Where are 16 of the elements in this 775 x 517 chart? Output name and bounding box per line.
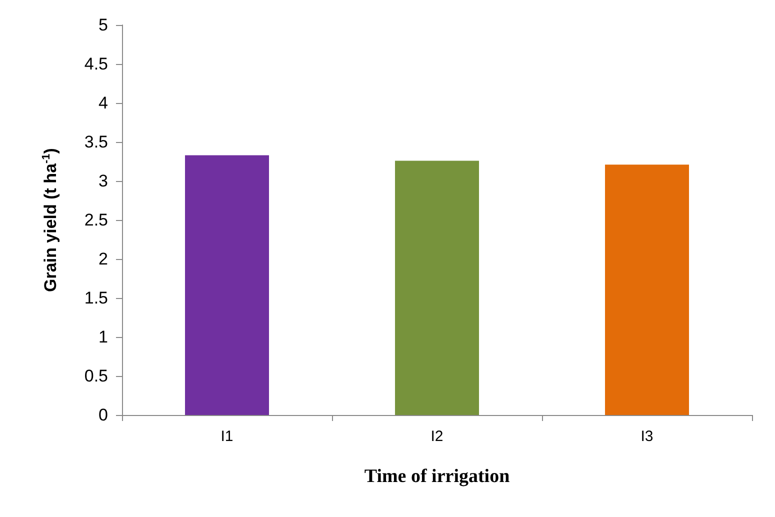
y-tick-label: 2.5 (84, 210, 108, 230)
y-axis-title: Grain yield (t ha-1) (40, 148, 60, 292)
y-tick-label: 0 (98, 406, 108, 424)
x-axis-title: Time of irrigation (364, 466, 510, 487)
y-tick-label: 5 (98, 16, 108, 34)
x-tick-label: I2 (430, 428, 444, 445)
y-tick-label: 1 (98, 328, 108, 346)
y-tick-label: 1.5 (84, 288, 108, 308)
y-tick-label: 0.5 (84, 366, 108, 386)
y-tick-label: 4.5 (84, 54, 108, 74)
y-tick-label: 4 (98, 94, 108, 112)
y-tick-label: 3.5 (84, 132, 108, 152)
x-tick-label: I1 (220, 428, 234, 445)
x-tick-label: I3 (640, 428, 654, 445)
y-tick-label: 3 (98, 172, 108, 190)
y-tick-label: 2 (98, 250, 108, 268)
